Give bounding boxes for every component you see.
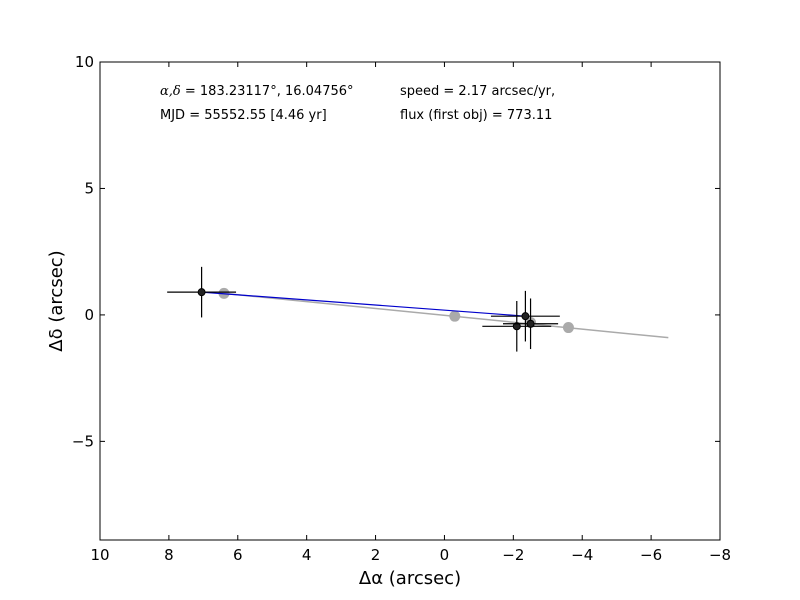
annotation-coords-symbols: α,δ (160, 84, 181, 99)
annotation-coords-value: = 183.23117°, 16.04756° (181, 84, 354, 99)
observation-point-1 (521, 312, 530, 321)
annotation-mjd: MJD = 55552.55 [4.46 yr] (160, 108, 327, 123)
x-axis-label: Δα (arcsec) (359, 568, 461, 589)
annotation-coords: α,δ = 183.23117°, 16.04756° (160, 84, 354, 99)
x-tick-label-7: −4 (571, 546, 593, 564)
x-tick-label-3: 4 (302, 546, 312, 564)
plot-frame (99, 61, 721, 541)
y-axis-label: Δδ (arcsec) (46, 250, 67, 351)
annotation-flux: flux (first obj) = 773.11 (400, 108, 552, 123)
track-line (201, 291, 526, 317)
plot-layer (167, 266, 669, 352)
x-tick-label-9: −8 (709, 546, 731, 564)
y-tick-label-0: −5 (72, 432, 94, 450)
x-tick-label-0: 10 (90, 546, 109, 564)
y-tick-label-2: 5 (84, 179, 94, 197)
x-tick-label-2: 6 (233, 546, 243, 564)
y-tick-label-3: 10 (75, 53, 94, 71)
annotation-speed: speed = 2.17 arcsec/yr, (400, 84, 555, 99)
observation-point-2 (512, 322, 521, 331)
x-tick-label-1: 8 (164, 546, 174, 564)
observation-point-0 (197, 288, 206, 297)
x-tick-label-8: −6 (640, 546, 662, 564)
fit-line (223, 292, 669, 339)
model-point-3 (562, 322, 574, 334)
x-tick-label-4: 2 (371, 546, 381, 564)
y-tick-label-1: 0 (84, 306, 94, 324)
x-tick-label-6: −2 (502, 546, 524, 564)
ticks-layer: 10 8 6 4 2 0 −2 −4 −6 −8 −5 0 5 10 (72, 53, 731, 564)
x-tick-label-5: 0 (440, 546, 450, 564)
model-point-1 (449, 310, 461, 322)
observation-point-3 (526, 319, 535, 328)
